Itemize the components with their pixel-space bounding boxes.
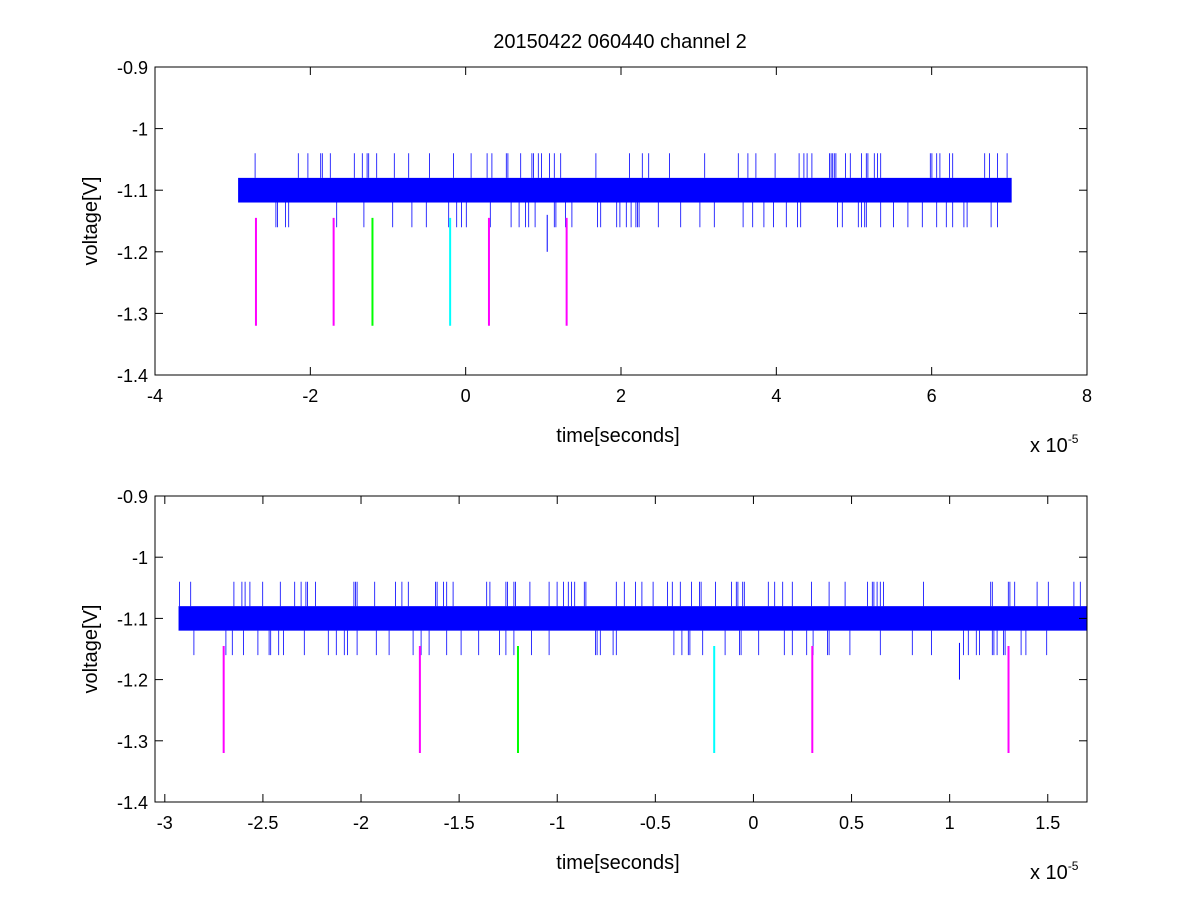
top-y-tick-label: -1.1 — [117, 181, 148, 201]
top-subplot: -4 -2 0 2 4 6 8 -1.4 -1.3 -1.2 -1.1 -1 -0.9 time[sec… — [80, 58, 1092, 457]
top-ticks: -4 -2 0 2 4 6 8 -1.4 -1.3 -1.2 -1.1 -1 -0.9 — [117, 58, 1092, 406]
top-y-tick-label: -1.4 — [117, 366, 148, 386]
top-y-tick-label: -1.3 — [117, 304, 148, 324]
figure-title: 20150422 060440 channel 2 — [493, 31, 747, 53]
bottom-y-tick-label: -1 — [132, 548, 148, 568]
top-x-tick-label: 4 — [771, 386, 781, 406]
bottom-signal-spikes — [179, 581, 1081, 656]
top-x-multiplier-base: x 10 — [1030, 435, 1068, 457]
top-event-markers — [254, 217, 568, 326]
bottom-event-markers — [222, 645, 1010, 754]
top-x-tick-label: 6 — [927, 386, 937, 406]
bottom-x-tick-label: -1 — [549, 813, 565, 833]
bottom-ticks: -3 -2.5 -2 -1.5 -1 -0.5 0 0.5 1 1.5 -1.4 -1.3 -1.2 -1… — [117, 487, 1087, 833]
top-x-tick-label: 0 — [461, 386, 471, 406]
top-y-tick-label: -0.9 — [117, 58, 148, 78]
bottom-x-tick-label: -0.5 — [640, 813, 671, 833]
bottom-x-tick-label: 0 — [748, 813, 758, 833]
bottom-signal-trace — [178, 581, 1087, 680]
top-signal-trace — [238, 153, 1012, 252]
top-signal-spikes — [254, 153, 1008, 228]
bottom-y-tick-label: -1.4 — [117, 793, 148, 813]
bottom-subplot: -3 -2.5 -2 -1.5 -1 -0.5 0 0.5 1 1.5 -1.4 -1.3 -1.2 -1… — [80, 487, 1088, 884]
top-x-multiplier: x 10-5 — [1030, 432, 1079, 457]
bottom-x-multiplier-base: x 10 — [1030, 862, 1068, 884]
top-signal-band — [238, 177, 1012, 203]
bottom-y-tick-label: -1.3 — [117, 732, 148, 752]
top-y-tick-label: -1.2 — [117, 243, 148, 263]
bottom-y-tick-label: -1.1 — [117, 609, 148, 629]
bottom-x-axis-label: time[seconds] — [556, 852, 679, 874]
top-y-tick-label: -1 — [132, 120, 148, 140]
bottom-y-tick-label: -1.2 — [117, 671, 148, 691]
top-x-tick-label: 8 — [1082, 386, 1092, 406]
top-x-tick-label: -2 — [302, 386, 318, 406]
bottom-x-tick-label: -1.5 — [444, 813, 475, 833]
top-x-multiplier-exponent: -5 — [1068, 432, 1079, 446]
bottom-y-axis-label: voltage[V] — [80, 605, 102, 694]
top-x-tick-label: -4 — [147, 386, 163, 406]
bottom-x-tick-label: -2.5 — [247, 813, 278, 833]
bottom-x-tick-label: 1.5 — [1035, 813, 1060, 833]
bottom-x-tick-label: 1 — [945, 813, 955, 833]
bottom-x-tick-label: -2 — [353, 813, 369, 833]
bottom-x-multiplier-exponent: -5 — [1068, 859, 1079, 873]
top-axes-box — [154, 66, 1088, 376]
bottom-x-multiplier: x 10-5 — [1030, 859, 1079, 884]
bottom-axes-box — [154, 495, 1088, 803]
bottom-signal-band — [178, 606, 1087, 631]
bottom-x-tick-label: -3 — [157, 813, 173, 833]
top-x-tick-label: 2 — [616, 386, 626, 406]
bottom-y-tick-label: -0.9 — [117, 487, 148, 507]
top-x-axis-label: time[seconds] — [556, 425, 679, 447]
top-y-axis-label: voltage[V] — [80, 177, 102, 266]
bottom-x-tick-label: 0.5 — [839, 813, 864, 833]
